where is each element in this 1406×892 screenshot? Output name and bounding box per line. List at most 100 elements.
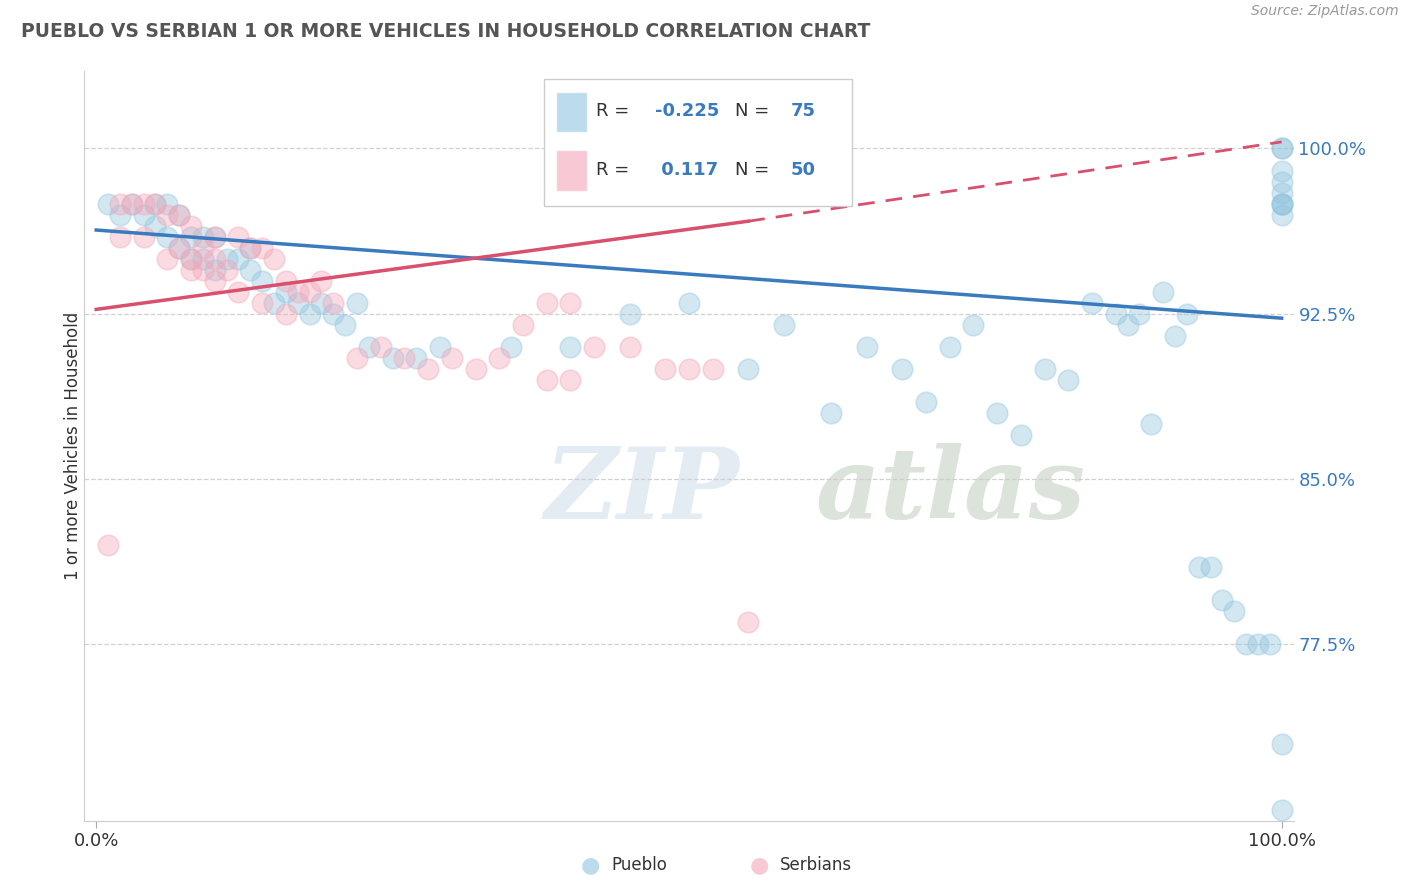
Point (1271, 208, 1294, 222)
Point (191, 241, 214, 255)
Point (702, 362, 724, 376)
Point (108, 196, 131, 211)
Point (156, 196, 179, 211)
Point (1105, 307, 1128, 321)
Point (132, 229, 155, 244)
Text: ZIP: ZIP (544, 442, 738, 539)
Point (370, 340, 392, 354)
Text: atlas: atlas (815, 442, 1085, 539)
Point (191, 229, 214, 244)
Point (394, 351, 416, 365)
Point (287, 285, 309, 299)
Point (180, 219, 202, 233)
Point (180, 252, 202, 266)
Point (132, 208, 155, 222)
Point (737, 362, 759, 376)
Point (405, 351, 427, 365)
Point (1140, 417, 1163, 431)
Point (263, 295, 285, 310)
Point (215, 262, 238, 277)
Point (121, 196, 143, 211)
Point (501, 340, 523, 354)
Point (820, 406, 842, 420)
Point (772, 318, 794, 332)
Point (1152, 285, 1174, 299)
Point (381, 351, 404, 365)
Point (132, 196, 155, 211)
Point (298, 307, 321, 321)
Point (891, 362, 914, 376)
Point (180, 252, 202, 266)
Point (1223, 604, 1246, 618)
Point (1057, 373, 1080, 387)
Point (418, 362, 440, 376)
Point (215, 252, 238, 266)
Point (1116, 318, 1139, 332)
Point (274, 307, 297, 321)
Point (429, 340, 451, 354)
Point (1188, 560, 1211, 574)
Point (108, 208, 131, 222)
Y-axis label: 1 or more Vehicles in Household: 1 or more Vehicles in Household (65, 312, 82, 580)
Point (1271, 737, 1294, 751)
Text: PUEBLO VS SERBIAN 1 OR MORE VEHICLES IN HOUSEHOLD CORRELATION CHART: PUEBLO VS SERBIAN 1 OR MORE VEHICLES IN … (21, 22, 870, 41)
Point (986, 406, 1008, 420)
Point (156, 208, 179, 222)
Point (204, 229, 226, 244)
Point (1128, 307, 1150, 321)
Point (204, 262, 226, 277)
Point (1271, 141, 1294, 155)
Point (1081, 295, 1104, 310)
Point (1234, 637, 1257, 651)
Point (619, 340, 641, 354)
Point (156, 229, 179, 244)
Point (346, 351, 368, 365)
Text: Serbians: Serbians (780, 856, 852, 874)
Point (915, 395, 938, 409)
Point (239, 241, 262, 255)
Point (512, 318, 534, 332)
Point (145, 196, 167, 211)
Point (654, 362, 676, 376)
Point (464, 362, 486, 376)
Point (1271, 803, 1294, 817)
Point (239, 262, 262, 277)
Point (1010, 428, 1032, 442)
Point (274, 274, 297, 288)
Point (167, 241, 190, 255)
Point (1271, 196, 1294, 211)
Point (180, 229, 202, 244)
Text: ●: ● (581, 855, 600, 875)
Point (560, 373, 582, 387)
Point (440, 351, 463, 365)
Point (167, 241, 190, 255)
Point (298, 285, 321, 299)
Point (191, 262, 214, 277)
Point (1271, 175, 1294, 189)
Text: ●: ● (749, 855, 769, 875)
Point (855, 340, 877, 354)
Point (1271, 196, 1294, 211)
Point (180, 262, 202, 277)
Point (346, 295, 368, 310)
Point (311, 274, 333, 288)
Point (250, 295, 273, 310)
Point (1271, 163, 1294, 178)
Point (1258, 637, 1281, 651)
Point (263, 252, 285, 266)
Point (1199, 560, 1222, 574)
Point (97, 538, 120, 552)
Point (167, 208, 190, 222)
Point (204, 229, 226, 244)
Text: Source: ZipAtlas.com: Source: ZipAtlas.com (1251, 4, 1399, 19)
Point (536, 295, 558, 310)
Point (1271, 186, 1294, 200)
Point (737, 615, 759, 630)
Point (287, 295, 309, 310)
Point (619, 307, 641, 321)
Point (97, 196, 120, 211)
Point (962, 318, 984, 332)
Point (560, 295, 582, 310)
Point (1175, 307, 1198, 321)
Point (145, 196, 167, 211)
